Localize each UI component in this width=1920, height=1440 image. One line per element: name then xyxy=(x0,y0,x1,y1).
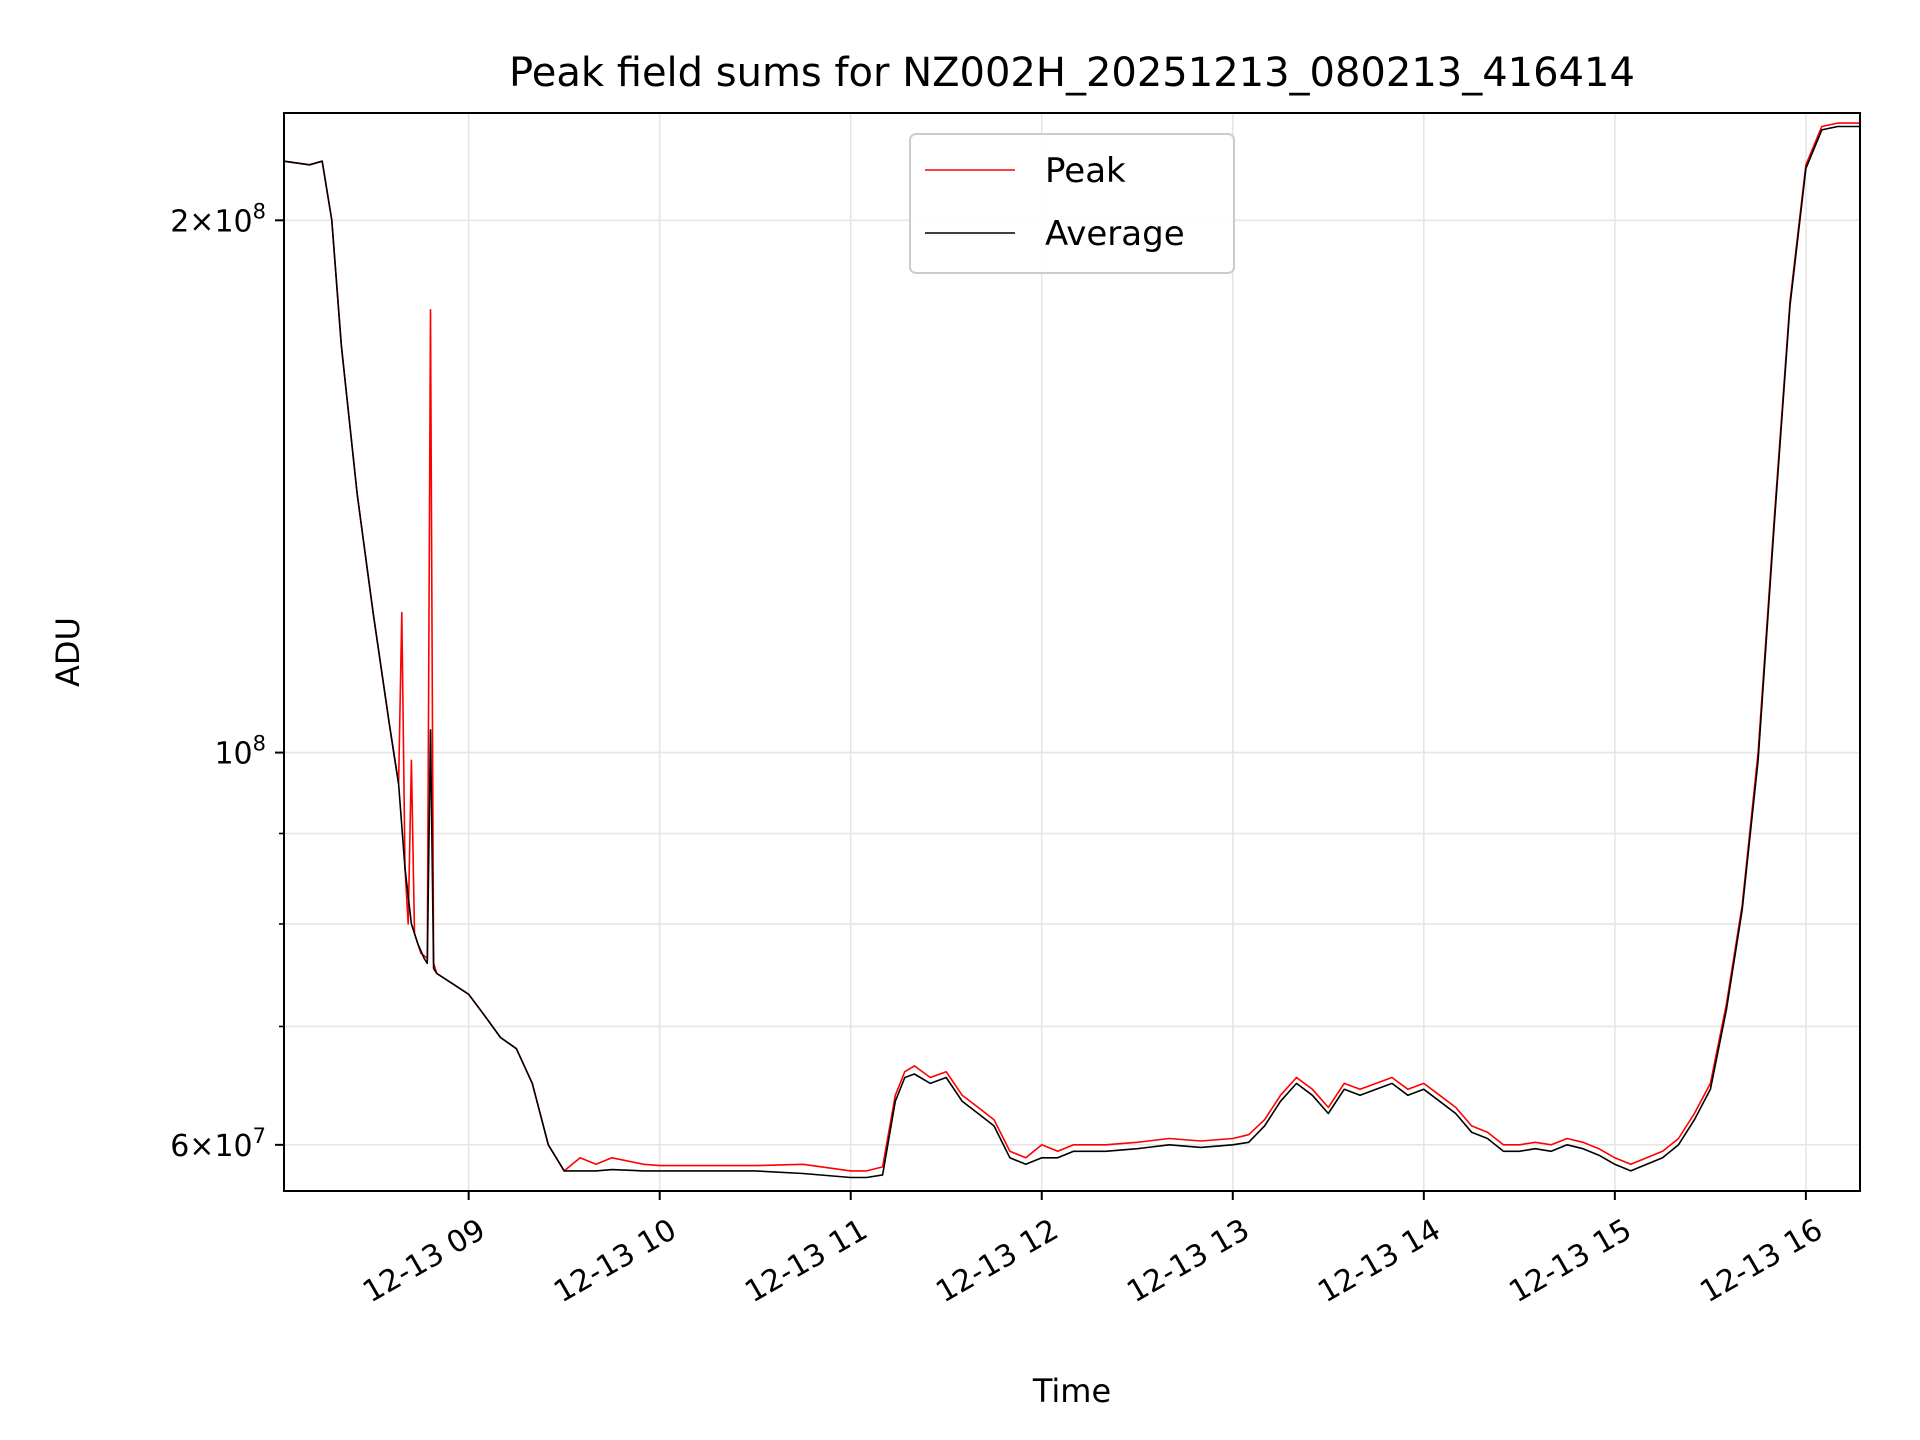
y-tick-label: 2×108 xyxy=(170,199,266,239)
x-axis-title: Time xyxy=(1032,1372,1111,1410)
plot-frame xyxy=(283,112,1861,1192)
y-axis-title: ADU xyxy=(49,617,87,687)
series-line-average xyxy=(283,125,1860,1179)
y-tick-label: 6×107 xyxy=(170,1124,266,1164)
legend-box xyxy=(909,133,1235,274)
y-tick-label: 108 xyxy=(214,732,266,772)
legend-label-average: Average xyxy=(1045,214,1185,254)
plot-series xyxy=(283,122,1860,1179)
series-line-peak xyxy=(283,122,1860,1172)
chart-title: Peak field sums for NZ002H_20251213_0802… xyxy=(509,50,1635,96)
legend-label-peak: Peak xyxy=(1045,151,1126,191)
y-axis: 6×107 108 2×108 xyxy=(170,199,284,1164)
legend: Peak Average xyxy=(909,133,1235,274)
